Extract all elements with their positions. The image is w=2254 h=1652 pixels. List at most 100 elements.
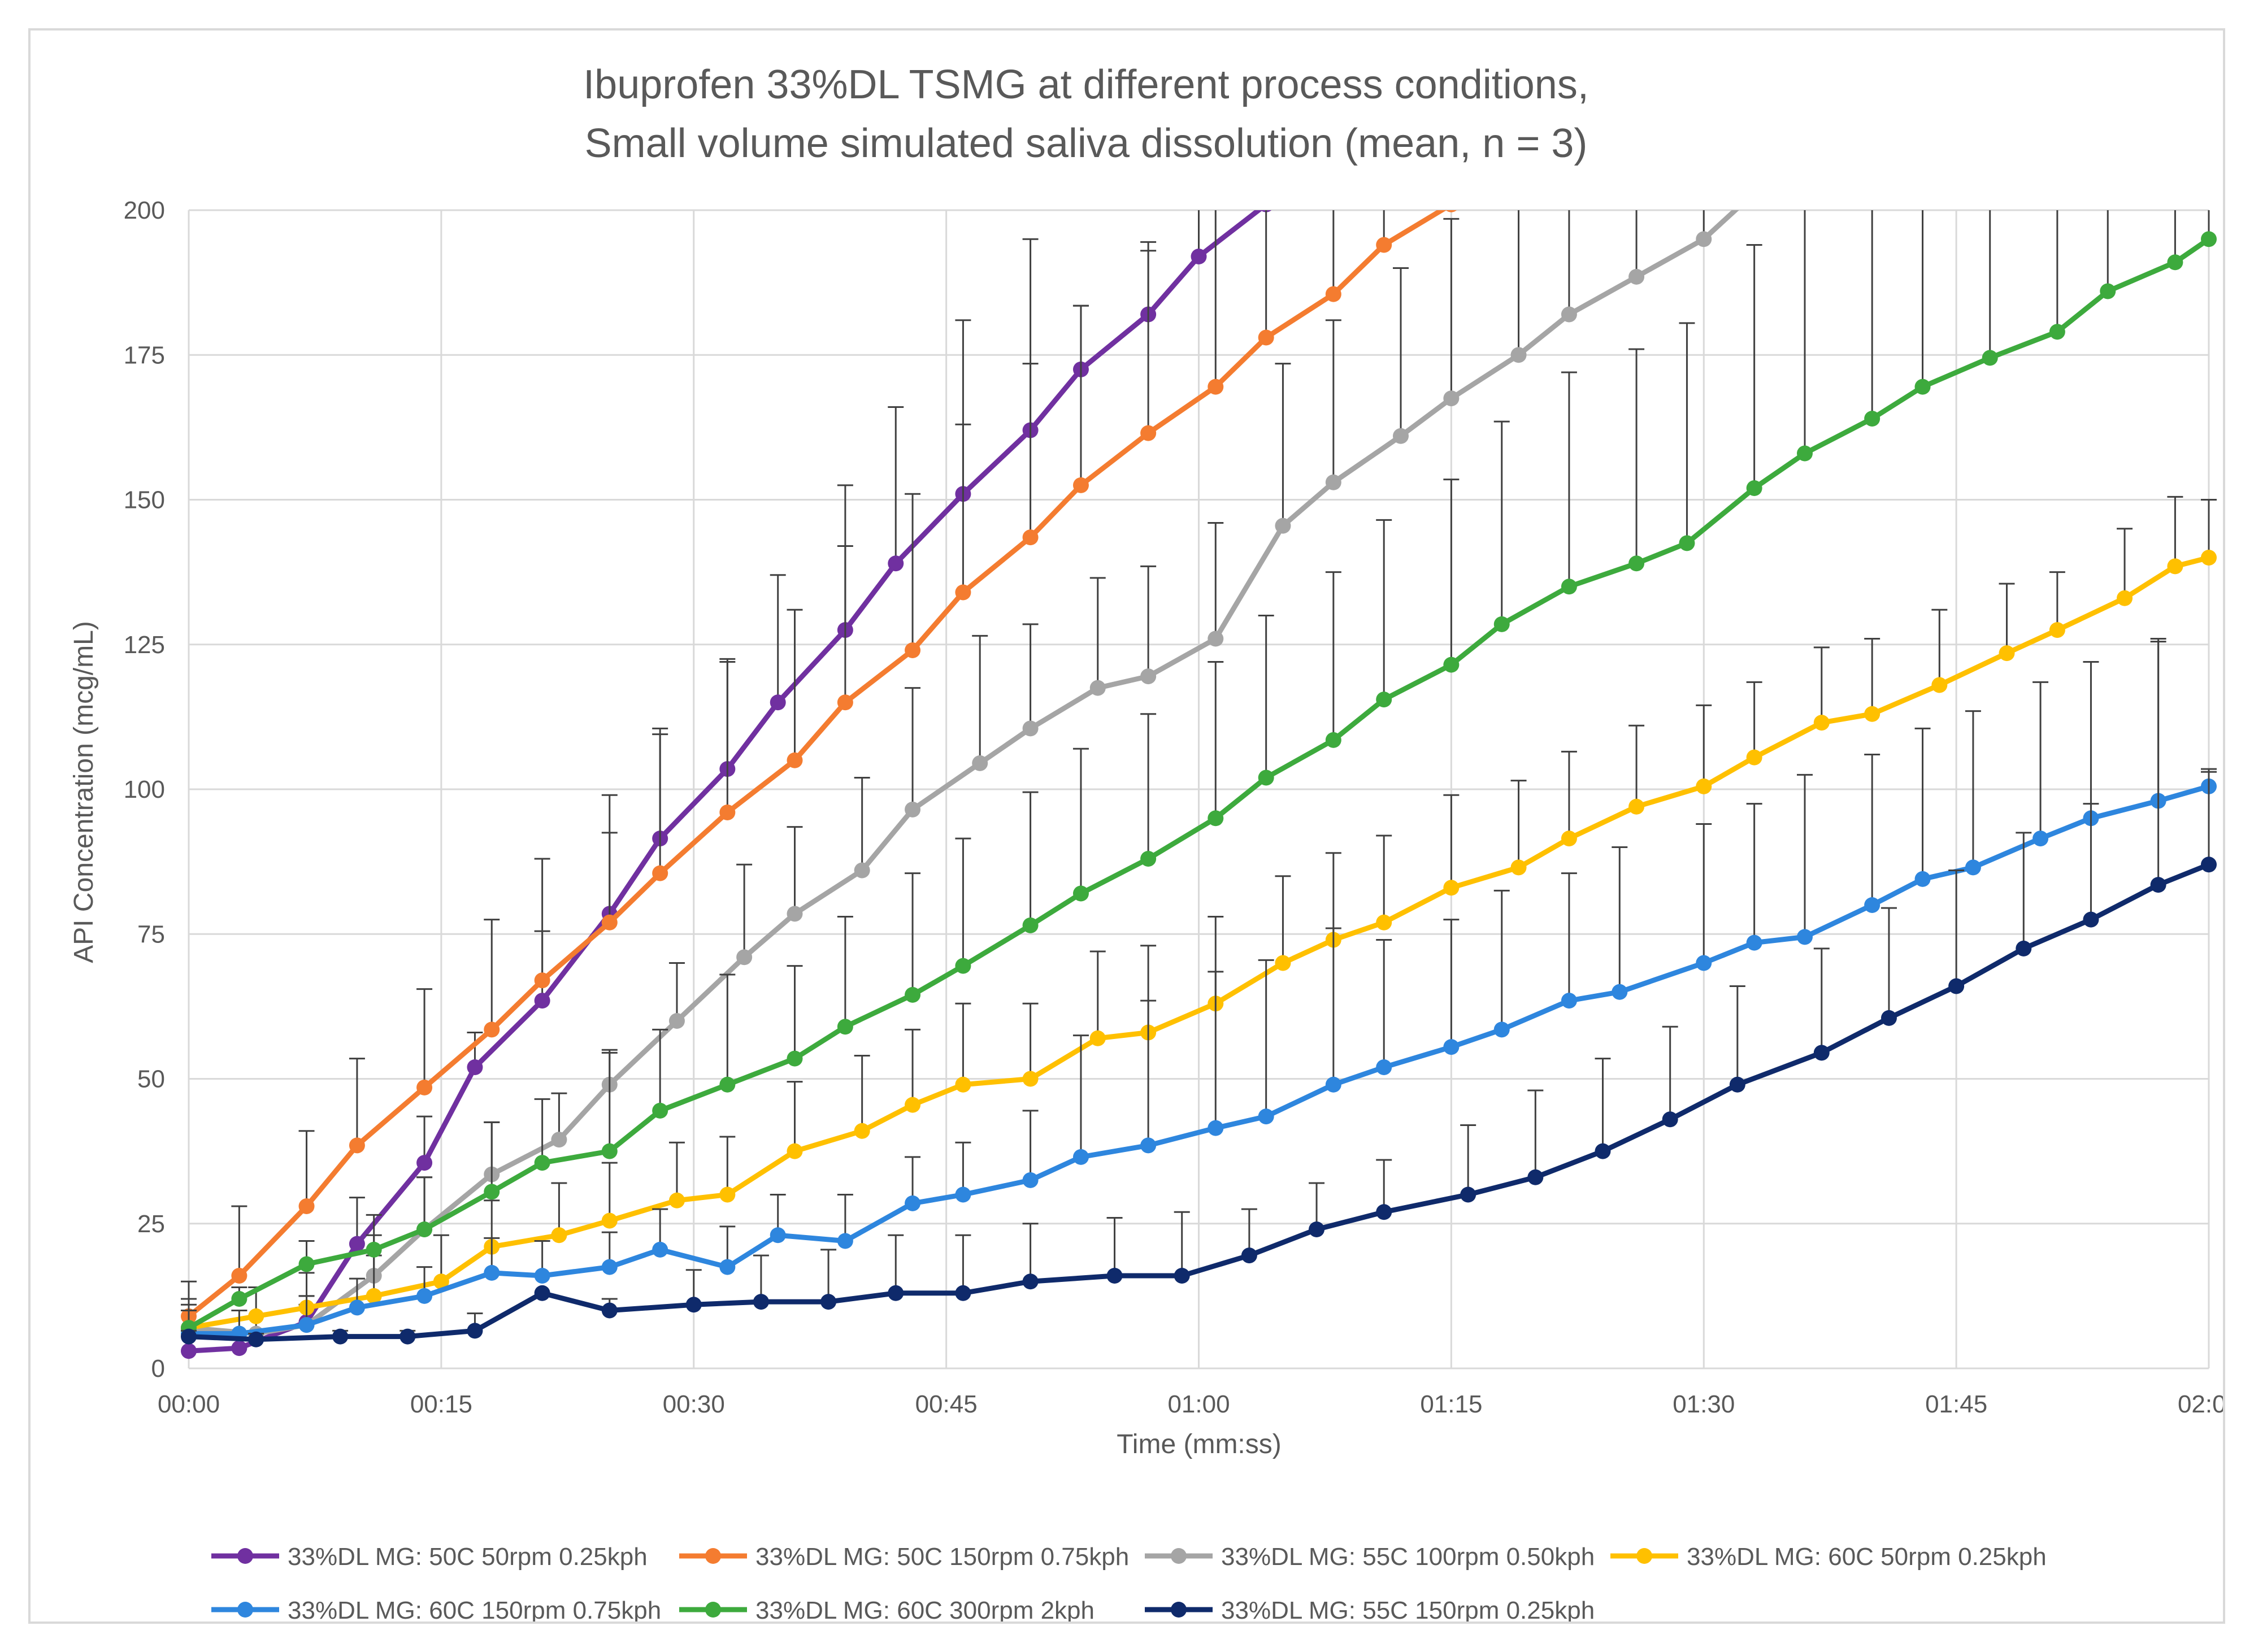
legend-label: 33%DL MG: 55C 100rpm 0.50kph — [1221, 1543, 1595, 1571]
data-point — [601, 1302, 618, 1319]
x-tick-label: 00:15 — [410, 1390, 472, 1418]
y-tick-label: 175 — [124, 341, 165, 369]
data-point — [231, 1291, 247, 1307]
data-point — [668, 1192, 685, 1208]
data-point — [1729, 1076, 1745, 1093]
data-point — [2049, 324, 2065, 340]
data-point — [1443, 1039, 1460, 1055]
x-tick-label: 00:45 — [915, 1390, 978, 1418]
data-point — [1376, 1204, 1392, 1220]
data-point — [1628, 268, 1645, 285]
data-point — [484, 1184, 500, 1200]
legend-item: 33%DL MG: 60C 300rpm 2kph — [679, 1597, 1095, 1621]
data-point — [1510, 347, 1527, 363]
data-point — [854, 862, 870, 879]
data-point — [484, 1264, 500, 1281]
data-point — [1561, 579, 1577, 595]
data-point — [1662, 1111, 1678, 1128]
data-point — [534, 1285, 550, 1301]
data-point — [1746, 749, 1762, 766]
legend-item: 33%DL MG: 55C 150rpm 0.25kph — [1145, 1597, 1595, 1621]
data-point — [837, 694, 853, 711]
data-point — [551, 1227, 567, 1244]
data-point — [1696, 231, 1712, 247]
data-point — [1696, 955, 1712, 971]
series-group — [181, 210, 1457, 1324]
data-point — [2167, 558, 2183, 575]
legend-swatch-marker — [1636, 1548, 1652, 1564]
data-point — [1797, 445, 1813, 462]
data-point — [399, 1328, 416, 1345]
data-point — [1022, 1071, 1039, 1087]
y-tick-label: 150 — [124, 486, 165, 514]
data-point — [1679, 535, 1695, 551]
data-point — [1258, 770, 1274, 786]
data-point — [770, 1227, 786, 1244]
data-point — [770, 694, 786, 711]
data-point — [1089, 1030, 1106, 1046]
data-point — [2032, 831, 2049, 847]
data-point — [534, 1155, 550, 1171]
legend-label: 33%DL MG: 60C 300rpm 2kph — [755, 1597, 1095, 1621]
chart-frame: Ibuprofen 33%DL TSMG at different proces… — [28, 28, 2225, 1624]
y-tick-label: 75 — [137, 920, 165, 948]
series-group — [181, 641, 2217, 1347]
data-point — [2201, 550, 2217, 566]
data-point — [1813, 1045, 1830, 1061]
data-point — [1072, 1149, 1089, 1165]
data-point — [416, 1288, 433, 1304]
data-point — [601, 1143, 618, 1159]
data-point — [972, 755, 988, 771]
data-point — [467, 1059, 483, 1075]
x-tick-label: 01:15 — [1420, 1390, 1482, 1418]
data-point — [1965, 859, 1981, 876]
data-point — [1022, 1273, 1039, 1290]
data-point — [1140, 851, 1157, 867]
legend-item: 33%DL MG: 50C 150rpm 0.75kph — [679, 1543, 1129, 1571]
data-point — [719, 805, 736, 820]
y-tick-label: 25 — [137, 1210, 165, 1238]
data-point — [1376, 914, 1392, 931]
legend-item: 33%DL MG: 60C 50rpm 0.25kph — [1610, 1543, 2047, 1571]
data-point — [366, 1241, 382, 1258]
x-tick-label: 02:00 — [2178, 1390, 2223, 1418]
data-point — [1241, 1247, 1257, 1264]
data-point — [1325, 732, 1341, 748]
data-point — [652, 865, 668, 881]
data-point — [1914, 871, 1931, 887]
data-point — [1275, 955, 1291, 971]
data-point — [888, 1285, 904, 1301]
line-chart: Ibuprofen 33%DL TSMG at different proces… — [69, 62, 2223, 1621]
legend-label: 33%DL MG: 55C 150rpm 0.25kph — [1221, 1597, 1595, 1621]
x-tick-label: 01:30 — [1673, 1390, 1735, 1418]
series-group — [181, 210, 1739, 1342]
data-point — [1072, 477, 1089, 493]
data-point — [1208, 810, 1224, 827]
data-point — [1561, 306, 1577, 323]
data-point — [955, 1076, 971, 1093]
legend-item: 33%DL MG: 55C 100rpm 0.50kph — [1145, 1543, 1595, 1571]
data-point — [1325, 286, 1341, 302]
data-point — [601, 1259, 618, 1275]
data-point — [298, 1198, 315, 1214]
data-point — [1628, 555, 1645, 572]
data-point — [1948, 978, 1965, 994]
data-point — [1493, 1021, 1510, 1038]
data-point — [181, 1328, 197, 1345]
legend-label: 33%DL MG: 60C 50rpm 0.25kph — [1687, 1543, 2047, 1571]
series-line — [186, 862, 2212, 1342]
data-point — [1999, 645, 2015, 662]
data-point — [1325, 1076, 1341, 1093]
data-point — [601, 914, 618, 931]
legend: 33%DL MG: 50C 50rpm 0.25kph 33%DL MG: 50C… — [211, 1543, 2047, 1621]
data-point — [467, 1323, 483, 1339]
data-point — [854, 1123, 870, 1139]
data-point — [1445, 210, 1457, 212]
data-point — [1376, 692, 1392, 708]
data-point — [231, 1268, 247, 1284]
data-point — [298, 1256, 315, 1272]
data-point — [1022, 1172, 1039, 1188]
data-point — [1864, 897, 1880, 913]
data-point — [2117, 590, 2133, 606]
data-point — [2167, 254, 2183, 271]
